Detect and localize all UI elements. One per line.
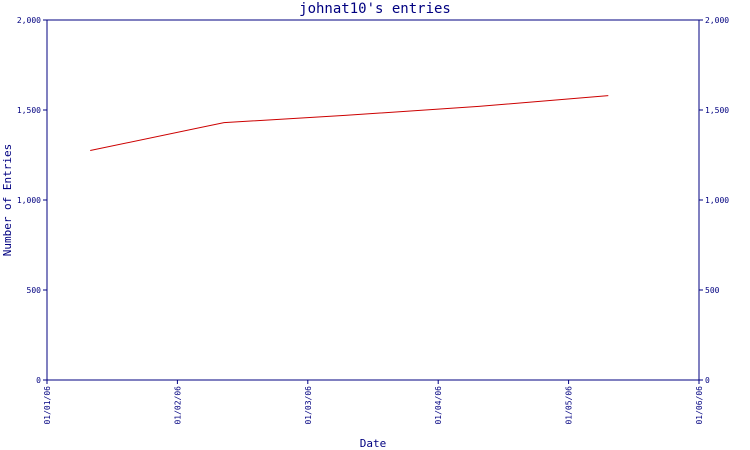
x-axis-title: Date [360, 437, 387, 450]
plot-frame [46, 19, 700, 381]
series-line [90, 95, 609, 151]
y-tick-label-left: 2,000 [17, 16, 41, 25]
x-axis: 01/01/06 01/02/06 01/03/06 01/04/06 01/05/06… [43, 380, 704, 425]
y-tick-label-right: 0 [705, 376, 710, 385]
y-tick-label-right: 500 [705, 286, 720, 295]
y-tick-label-right: 2,000 [705, 16, 729, 25]
y-tick-label-right: 1,500 [705, 106, 729, 115]
x-tick-label: 01/05/06 [565, 386, 574, 425]
y-axis-title: Number of Entries [1, 144, 14, 257]
chart-title: johnat10's entries [299, 1, 451, 17]
y-tick-label-left: 0 [36, 376, 41, 385]
x-tick-label: 01/03/06 [304, 386, 313, 425]
y-tick-label-left: 1,000 [17, 196, 41, 205]
x-tick-label: 01/02/06 [173, 386, 182, 425]
x-tick-label: 01/04/06 [434, 386, 443, 425]
y-axis-right: 0 500 1,000 1,500 2,000 [699, 16, 729, 385]
y-tick-label-left: 500 [27, 286, 42, 295]
series-layer [90, 95, 609, 151]
x-tick-label: 01/06/06 [695, 386, 704, 425]
y-tick-label-right: 1,000 [705, 196, 729, 205]
y-axis-left: 0 500 1,000 1,500 2,000 [17, 16, 47, 385]
y-tick-label-left: 1,500 [17, 106, 41, 115]
x-tick-label: 01/01/06 [43, 386, 52, 425]
